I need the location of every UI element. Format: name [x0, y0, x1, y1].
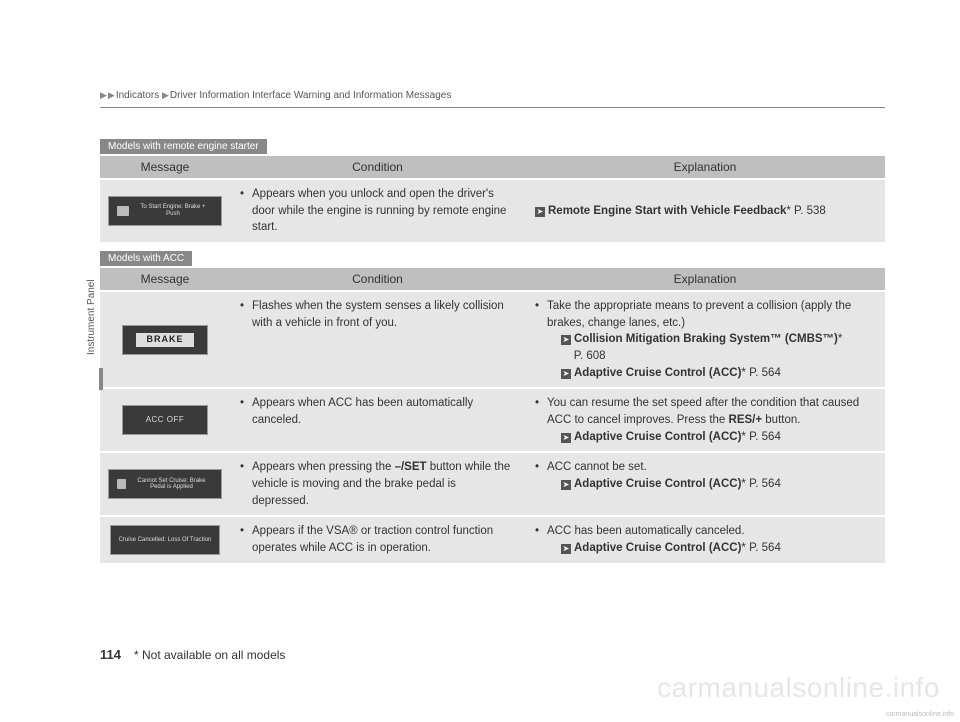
- message-table: Message Condition Explanation To Start E…: [100, 154, 885, 244]
- section-label: Models with ACC: [100, 251, 192, 266]
- explanation-text: You can resume the set speed after the c…: [547, 397, 859, 426]
- col-header-condition: Condition: [230, 156, 525, 178]
- explanation-text: ACC has been automatically canceled.: [547, 525, 745, 537]
- message-display-icon: ACC OFF: [122, 405, 208, 435]
- page-content: ▶▶Indicators ▶Driver Information Interfa…: [0, 0, 960, 565]
- reference-page: P. 564: [749, 431, 781, 443]
- message-display-icon: Cruise Cancelled: Loss Of Traction: [110, 525, 221, 555]
- message-display-icon: To Start Engine: Brake + Push: [108, 196, 222, 226]
- message-display-text: Cruise Cancelled: Loss Of Traction: [119, 537, 212, 544]
- explanation-text: ACC cannot be set.: [547, 461, 647, 473]
- reference-arrow-icon: ➤: [561, 335, 571, 345]
- reference-title: Adaptive Cruise Control (ACC): [574, 431, 741, 443]
- footnote: * Not available on all models: [134, 648, 285, 662]
- watermark: carmanualsonline.info: [657, 672, 940, 704]
- col-header-condition: Condition: [230, 268, 525, 290]
- explanation-cell: ➤Remote Engine Start with Vehicle Feedba…: [525, 180, 885, 242]
- reference-page: P. 564: [749, 542, 781, 554]
- watermark-small: carmanualsonline.info: [886, 711, 954, 718]
- message-cell: BRAKE: [100, 292, 230, 387]
- reference-page: P. 564: [749, 478, 781, 490]
- condition-cell: Appears when ACC has been automatically …: [230, 389, 525, 451]
- reference-arrow-icon: ➤: [561, 544, 571, 554]
- breadcrumb-arrow-icon: ▶: [162, 90, 169, 101]
- header-rule: [100, 107, 885, 108]
- breadcrumb: ▶▶Indicators ▶Driver Information Interfa…: [100, 90, 885, 101]
- warning-icon: [117, 479, 126, 489]
- col-header-explanation: Explanation: [525, 156, 885, 178]
- reference-arrow-icon: ➤: [561, 369, 571, 379]
- side-tab-label: Instrument Panel: [86, 270, 100, 365]
- table-row: Cannot Set Cruise: Brake Pedal is Applie…: [100, 453, 885, 515]
- condition-text: Appears when pressing the –/SET button w…: [240, 459, 515, 509]
- section-acc: Models with ACC Message Condition Explan…: [100, 250, 885, 565]
- col-header-explanation: Explanation: [525, 268, 885, 290]
- condition-text: Appears if the VSA® or traction control …: [240, 523, 515, 556]
- explanation-cell: ACC has been automatically canceled. ➤Ad…: [525, 517, 885, 563]
- condition-cell: Appears when pressing the –/SET button w…: [230, 453, 525, 515]
- message-table: Message Condition Explanation BRAKE Flas…: [100, 266, 885, 565]
- page-number: 114: [100, 647, 121, 662]
- reference-title: Collision Mitigation Braking System™ (CM…: [574, 333, 838, 345]
- reference-title: Adaptive Cruise Control (ACC): [574, 478, 741, 490]
- reference-arrow-icon: ➤: [535, 207, 545, 217]
- explanation-cell: ACC cannot be set. ➤Adaptive Cruise Cont…: [525, 453, 885, 515]
- message-cell: To Start Engine: Brake + Push: [100, 180, 230, 242]
- message-cell: ACC OFF: [100, 389, 230, 451]
- breadcrumb-item: Indicators: [116, 90, 159, 101]
- reference-page: P. 608: [574, 350, 606, 362]
- table-row: To Start Engine: Brake + Push Appears wh…: [100, 180, 885, 242]
- message-display-text: ACC OFF: [146, 416, 185, 425]
- breadcrumb-arrow-icon: ▶: [100, 90, 107, 101]
- message-display-text: To Start Engine: Brake + Push: [133, 204, 213, 217]
- condition-cell: Appears if the VSA® or traction control …: [230, 517, 525, 563]
- reference-title: Adaptive Cruise Control (ACC): [574, 367, 741, 379]
- condition-text: Appears when ACC has been automatically …: [240, 395, 515, 428]
- message-cell: Cannot Set Cruise: Brake Pedal is Applie…: [100, 453, 230, 515]
- message-display-icon: BRAKE: [122, 325, 208, 355]
- table-row: ACC OFF Appears when ACC has been automa…: [100, 389, 885, 451]
- breadcrumb-item: Driver Information Interface Warning and…: [170, 90, 451, 101]
- reference-arrow-icon: ➤: [561, 480, 571, 490]
- breadcrumb-arrow-icon: ▶: [108, 90, 115, 101]
- explanation-text: Take the appropriate means to prevent a …: [547, 300, 851, 329]
- reference-title: Remote Engine Start with Vehicle Feedbac…: [548, 205, 786, 217]
- message-cell: Cruise Cancelled: Loss Of Traction: [100, 517, 230, 563]
- section-label: Models with remote engine starter: [100, 139, 267, 154]
- table-header-row: Message Condition Explanation: [100, 268, 885, 290]
- col-header-message: Message: [100, 156, 230, 178]
- condition-text: Appears when you unlock and open the dri…: [240, 186, 515, 236]
- message-display-icon: Cannot Set Cruise: Brake Pedal is Applie…: [108, 469, 222, 499]
- explanation-cell: You can resume the set speed after the c…: [525, 389, 885, 451]
- key-icon: [117, 206, 129, 216]
- condition-cell: Appears when you unlock and open the dri…: [230, 180, 525, 242]
- reference-page: P. 538: [794, 205, 826, 217]
- reference-arrow-icon: ➤: [561, 433, 571, 443]
- condition-cell: Flashes when the system senses a likely …: [230, 292, 525, 387]
- col-header-message: Message: [100, 268, 230, 290]
- table-row: BRAKE Flashes when the system senses a l…: [100, 292, 885, 387]
- table-header-row: Message Condition Explanation: [100, 156, 885, 178]
- table-row: Cruise Cancelled: Loss Of Traction Appea…: [100, 517, 885, 563]
- condition-text: Flashes when the system senses a likely …: [240, 298, 515, 331]
- brake-label: BRAKE: [136, 333, 193, 347]
- reference-title: Adaptive Cruise Control (ACC): [574, 542, 741, 554]
- section-remote-starter: Models with remote engine starter Messag…: [100, 138, 885, 244]
- message-display-text: Cannot Set Cruise: Brake Pedal is Applie…: [130, 478, 213, 491]
- reference-page: P. 564: [749, 367, 781, 379]
- explanation-cell: Take the appropriate means to prevent a …: [525, 292, 885, 387]
